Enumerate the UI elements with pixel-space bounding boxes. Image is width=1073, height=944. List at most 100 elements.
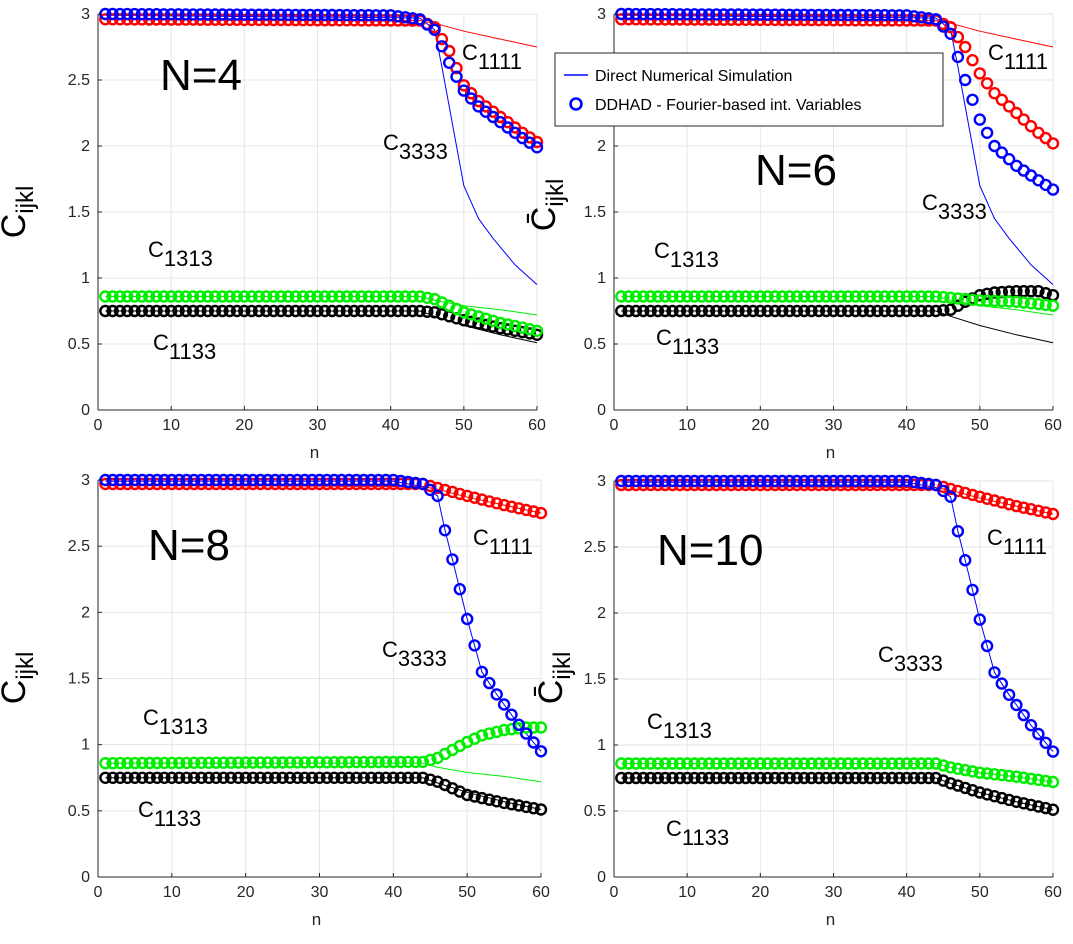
annotation-subscript: 1111 [489, 534, 533, 559]
ddhad-marker-C3333 [261, 473, 274, 487]
ddhad-marker-C1133 [239, 771, 252, 784]
ddhad-marker-C1111 [973, 67, 986, 80]
ddhad-marker-C1313 [783, 290, 796, 303]
ddhad-marker-C3333 [534, 745, 548, 758]
x-tick-label: 40 [898, 417, 916, 434]
ddhad-marker-C1313 [659, 757, 672, 770]
ddhad-marker-C1133 [973, 786, 986, 799]
ddhad-marker-C1313 [688, 290, 701, 303]
ddhad-marker-C1313 [966, 293, 979, 306]
ddhad-marker-C1313 [1010, 295, 1023, 308]
x-tick-label: 20 [751, 417, 769, 434]
ddhad-marker-C1313 [1046, 775, 1060, 789]
ddhad-marker-C3333 [768, 8, 782, 21]
ddhad-marker-C1133 [776, 771, 789, 785]
ddhad-marker-C3333 [761, 474, 774, 488]
ddhad-marker-C1133 [1032, 285, 1045, 298]
ddhad-marker-C1313 [681, 290, 694, 303]
ddhad-marker-C1133 [520, 800, 533, 814]
ddhad-marker-C3333 [988, 666, 1001, 679]
ddhad-marker-C1313 [195, 756, 208, 769]
ddhad-marker-C3333 [673, 474, 687, 488]
ddhad-marker-C1133 [871, 304, 884, 318]
ddhad-marker-C1133 [457, 314, 470, 327]
y-tick-label: 2 [597, 138, 606, 155]
ddhad-marker-C3333 [245, 8, 258, 21]
annotation-base: C [382, 637, 398, 662]
ddhad-marker-C1133 [937, 304, 950, 317]
ddhad-marker-C1133 [391, 304, 405, 318]
ddhad-marker-C1313 [827, 757, 840, 770]
ddhad-marker-C1313 [710, 290, 723, 303]
ddhad-marker-C3333 [995, 677, 1008, 690]
ddhad-marker-C1313 [347, 290, 361, 303]
x-tick-label: 40 [384, 884, 402, 901]
ddhad-marker-C3333 [217, 473, 230, 487]
ddhad-marker-C1133 [922, 304, 935, 318]
ddhad-marker-C1313 [739, 757, 752, 770]
ddhad-marker-C1133 [347, 304, 361, 318]
ddhad-marker-C1133 [416, 771, 430, 784]
ddhad-marker-C3333 [1017, 708, 1030, 722]
ddhad-marker-C1313 [501, 318, 514, 331]
ddhad-marker-C1313 [201, 290, 215, 303]
ddhad-marker-C3333 [342, 473, 356, 487]
annotation-subscript: 1111 [478, 49, 522, 74]
ddhad-marker-C3333 [391, 10, 405, 23]
ddhad-marker-C3333 [468, 639, 481, 652]
ddhad-marker-C1133 [820, 771, 833, 785]
ddhad-marker-C1313 [820, 757, 833, 770]
y-tick-label: 2 [81, 138, 90, 155]
ddhad-marker-C3333 [505, 708, 518, 721]
ddhad-marker-C1133 [695, 771, 708, 785]
ddhad-marker-C3333 [165, 473, 179, 487]
ddhad-marker-C1313 [900, 757, 913, 770]
y-tick-label: 1.5 [68, 204, 90, 221]
ddhad-marker-C1111 [951, 484, 965, 498]
ddhad-marker-C3333 [291, 473, 304, 487]
ddhad-marker-C1133 [252, 304, 266, 318]
ddhad-marker-C3333 [246, 473, 260, 487]
ddhad-marker-C1111 [464, 86, 478, 100]
y-axis-label: C̄ijkl [525, 179, 569, 232]
ddhad-marker-C1133 [311, 304, 324, 318]
ddhad-marker-C3333 [929, 478, 943, 492]
panel-title: N=6 [755, 146, 837, 195]
ddhad-marker-C1133 [246, 771, 260, 784]
ddhad-marker-C1133 [768, 771, 782, 785]
ddhad-marker-C1133 [428, 306, 441, 319]
ddhad-marker-C1133 [99, 771, 112, 784]
y-axis-label-subscript: ijkl [12, 652, 39, 680]
ddhad-marker-C3333 [783, 474, 796, 488]
y-tick-label: 3 [597, 6, 606, 23]
ddhad-marker-C1313 [944, 761, 957, 774]
ddhad-marker-C3333 [827, 8, 840, 22]
ddhad-marker-C3333 [893, 9, 906, 22]
ddhad-marker-C1313 [267, 290, 280, 303]
ddhad-marker-C1313 [291, 756, 304, 769]
ddhad-marker-C3333 [688, 474, 701, 488]
ddhad-marker-C3333 [776, 8, 789, 21]
ddhad-marker-C1313 [863, 757, 877, 770]
ddhad-marker-C3333 [274, 8, 288, 22]
annotation-C1313: C1313 [143, 705, 208, 739]
ddhad-marker-C1133 [186, 304, 200, 318]
ddhad-marker-C3333 [267, 8, 280, 22]
ddhad-marker-C1133 [629, 771, 643, 785]
ddhad-marker-C1133 [113, 304, 127, 318]
ddhad-marker-C1133 [274, 304, 288, 318]
ddhad-marker-C1313 [508, 319, 522, 333]
ddhad-marker-C1111 [512, 502, 525, 515]
y-axis-label-base: C̄ [0, 214, 33, 239]
ddhad-marker-C1313 [224, 756, 238, 769]
ddhad-marker-C1133 [798, 304, 811, 318]
ddhad-marker-C3333 [922, 12, 935, 25]
ddhad-marker-C3333 [629, 474, 643, 488]
ddhad-marker-C1313 [761, 290, 774, 303]
ddhad-marker-C1313 [179, 290, 193, 303]
ddhad-marker-C3333 [944, 490, 957, 503]
annotation-subscript: 3333 [894, 651, 943, 676]
ddhad-marker-C1133 [483, 793, 496, 806]
ddhad-marker-C3333 [283, 473, 297, 487]
